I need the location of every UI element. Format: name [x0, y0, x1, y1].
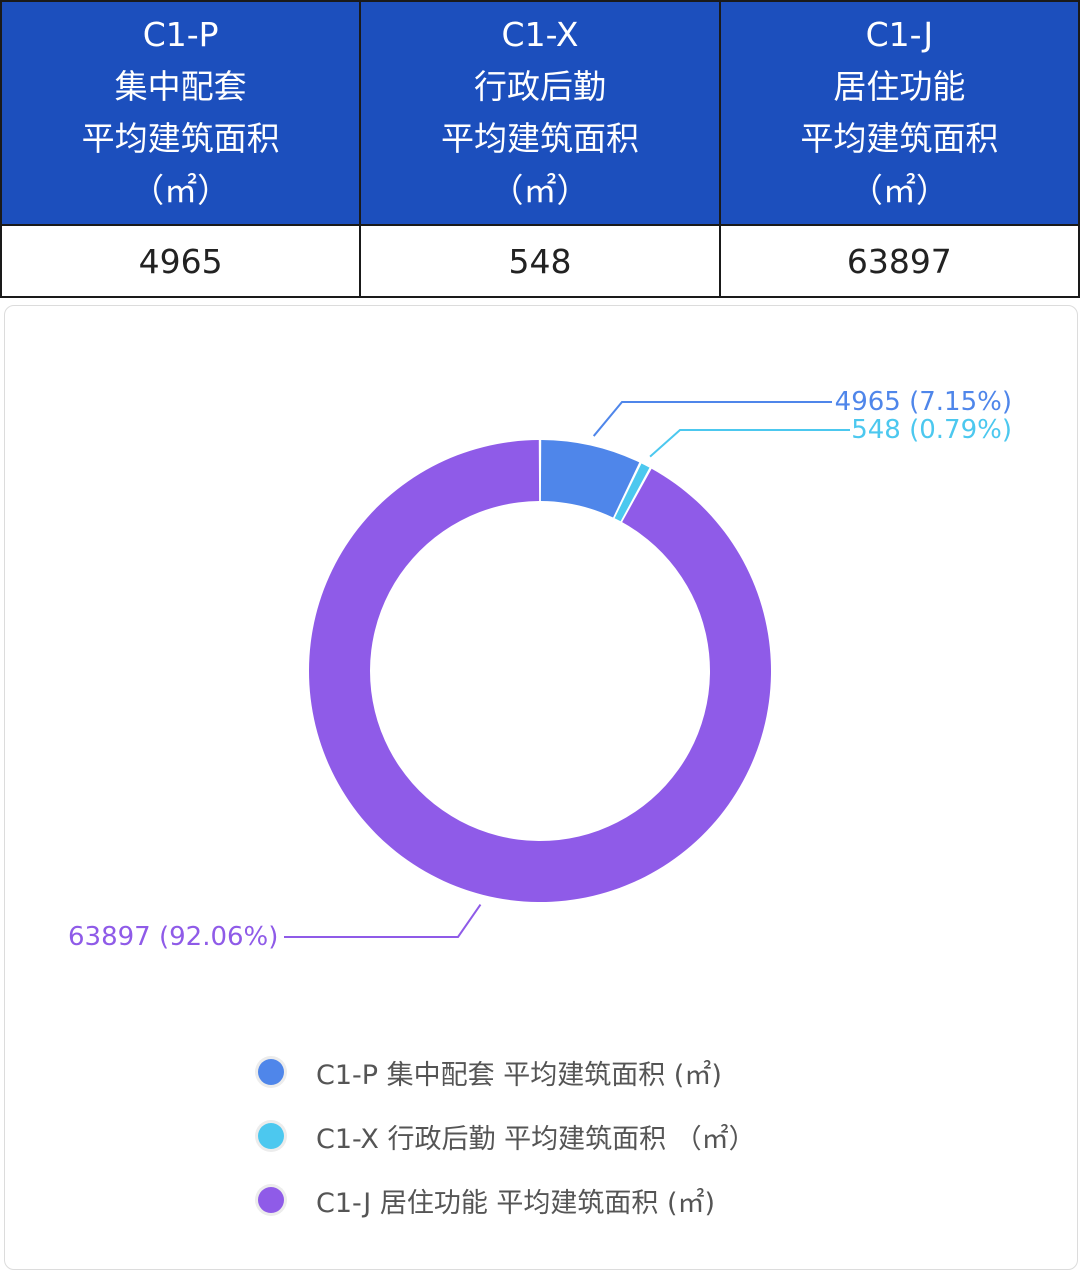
header-cell-c1-x: C1-X 行政后勤 平均建筑面积 （㎡） — [359, 0, 721, 226]
header-unit: （㎡） — [490, 171, 590, 210]
legend-dot-icon — [258, 1059, 284, 1085]
chart-legend: C1-P 集中配套 平均建筑面积 (㎡) C1-X 行政后勤 平均建筑面积 （㎡… — [258, 1040, 756, 1232]
legend-label: C1-J 居住功能 平均建筑面积 (㎡) — [316, 1187, 716, 1219]
header-code: C1-J — [865, 15, 934, 54]
value-cell-c1-x: 548 — [359, 224, 721, 298]
table-header-row: C1-P 集中配套 平均建筑面积 （㎡） C1-X 行政后勤 平均建筑面积 （㎡… — [0, 0, 1080, 226]
leader-line-0 — [592, 401, 832, 437]
legend-dot-icon — [258, 1187, 284, 1213]
header-unit: （㎡） — [131, 171, 231, 210]
header-metric: 平均建筑面积 — [800, 119, 999, 158]
legend-label: C1-P 集中配套 平均建筑面积 (㎡) — [316, 1059, 722, 1091]
data-label-0: 4965 (7.15%) — [835, 387, 1012, 417]
header-name: 集中配套 — [114, 67, 247, 106]
legend-item-c1-x[interactable]: C1-X 行政后勤 平均建筑面积 （㎡） — [258, 1104, 756, 1168]
legend-item-c1-j[interactable]: C1-J 居住功能 平均建筑面积 (㎡) — [258, 1168, 756, 1232]
leader-line-1 — [649, 429, 850, 458]
legend-item-c1-p[interactable]: C1-P 集中配套 平均建筑面积 (㎡) — [258, 1040, 756, 1104]
header-name: 居住功能 — [833, 67, 966, 106]
donut-slice-2[interactable] — [308, 440, 771, 902]
value-cell-c1-p: 4965 — [0, 224, 362, 298]
legend-label: C1-X 行政后勤 平均建筑面积 （㎡） — [316, 1123, 756, 1155]
header-metric: 平均建筑面积 — [81, 119, 280, 158]
leader-line-2 — [284, 903, 482, 938]
header-metric: 平均建筑面积 — [440, 119, 639, 158]
header-name: 行政后勤 — [473, 67, 606, 106]
value-cell-c1-j: 63897 — [718, 224, 1080, 298]
data-label-1: 548 (0.79%) — [851, 415, 1012, 445]
donut-slice-1[interactable] — [614, 463, 650, 522]
data-table: C1-P 集中配套 平均建筑面积 （㎡） C1-X 行政后勤 平均建筑面积 （㎡… — [0, 0, 1080, 298]
header-code: C1-X — [501, 15, 579, 54]
donut-slice-0[interactable] — [540, 440, 640, 518]
chart-card — [4, 305, 1078, 1270]
header-code: C1-P — [142, 15, 219, 54]
legend-dot-icon — [258, 1123, 284, 1149]
header-cell-c1-p: C1-P 集中配套 平均建筑面积 （㎡） — [0, 0, 362, 226]
data-label-2: 63897 (92.06%) — [68, 922, 278, 952]
header-cell-c1-j: C1-J 居住功能 平均建筑面积 （㎡） — [718, 0, 1080, 226]
table-row: 4965 548 63897 — [0, 224, 1080, 298]
header-unit: （㎡） — [849, 171, 949, 210]
